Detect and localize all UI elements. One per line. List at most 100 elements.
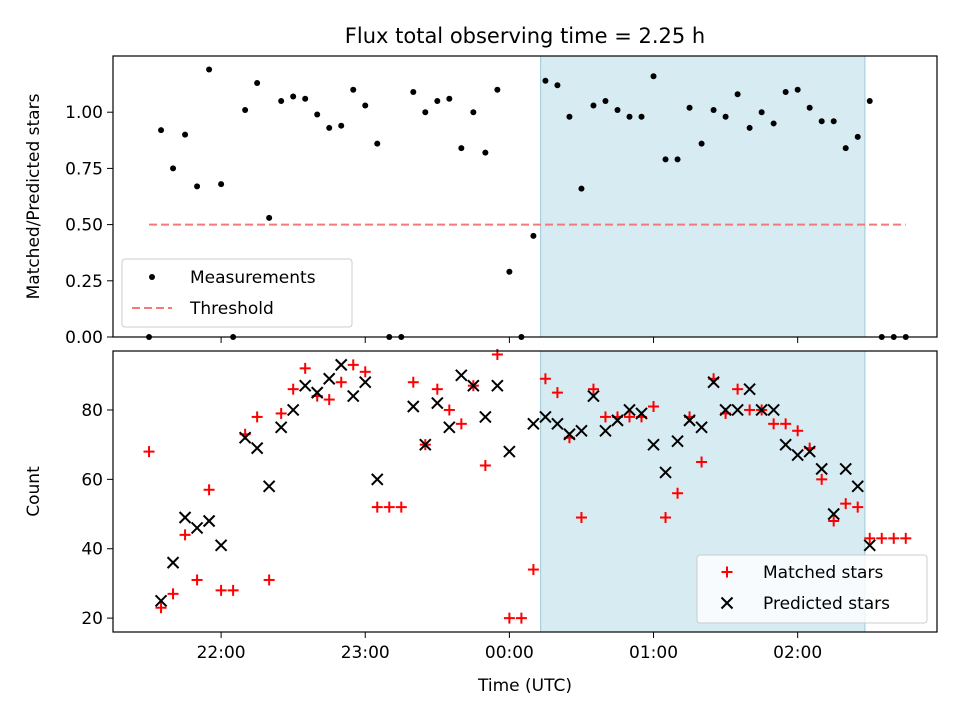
- predicted-star-point: [238, 431, 252, 444]
- matched-star-point: [479, 459, 491, 471]
- matched-star-point: [407, 376, 419, 388]
- matched-star-point: [888, 532, 900, 544]
- measurement-point: [374, 140, 381, 147]
- predicted-star-point: [563, 428, 576, 441]
- x-axis-label: Time (UTC): [477, 676, 572, 696]
- measurement-point: [158, 127, 165, 134]
- series-layer: [146, 66, 909, 340]
- predicted-star-point: [611, 414, 624, 427]
- measurement-point: [566, 113, 573, 120]
- matched-star-point: [503, 612, 515, 624]
- measurement-point: [446, 95, 453, 102]
- matched-star-point: [575, 512, 587, 524]
- measurement-point: [338, 122, 345, 129]
- predicted-star-point: [803, 445, 816, 458]
- predicted-star-point: [190, 521, 204, 535]
- matched-star-point: [179, 529, 191, 541]
- matched-star-point: [900, 532, 912, 544]
- predicted-star-point: [178, 511, 192, 524]
- predicted-star-point: [743, 382, 756, 396]
- matched-star-point: [227, 584, 239, 596]
- matched-star-point: [696, 456, 708, 468]
- axes-frame: [112, 55, 938, 338]
- predicted-star-point: [719, 403, 732, 417]
- measurement-point: [602, 97, 609, 104]
- measurement-point: [758, 109, 765, 116]
- matched-star-point: [143, 446, 155, 458]
- y-tick-label: 1.00: [65, 103, 103, 123]
- measurement-point: [482, 149, 489, 156]
- predicted-star-point: [647, 438, 660, 451]
- matched-star-point: [864, 532, 876, 544]
- measurement-point: [842, 145, 849, 152]
- measurement-point: [362, 102, 369, 109]
- predicted-star-point: [815, 462, 828, 476]
- y-tick-label: 20: [81, 609, 103, 629]
- measurement-point: [554, 82, 561, 89]
- measurement-point: [410, 88, 417, 95]
- matched-star-point: [672, 487, 684, 499]
- series-layer: [143, 348, 912, 624]
- matched-star-point: [587, 383, 599, 395]
- matched-star-point: [792, 425, 804, 437]
- predicted-star-point: [575, 424, 588, 437]
- matched-star-point: [383, 501, 395, 513]
- predicted-star-point: [371, 473, 384, 486]
- y-tick-label: 0.50: [65, 216, 103, 236]
- axes-frame: [112, 350, 938, 633]
- matched-star-point: [780, 418, 792, 430]
- predicted-star-point: [286, 403, 300, 417]
- measurement-point: [326, 124, 333, 131]
- matched-star-point: [828, 515, 840, 527]
- predicted-star-point: [791, 448, 804, 462]
- measurement-point: [854, 133, 861, 140]
- matched-star-point: [539, 373, 551, 385]
- legend-label: Predicted stars: [763, 594, 890, 614]
- predicted-star-point: [671, 434, 684, 448]
- measurement-point: [242, 106, 249, 113]
- x-tick-label: 00:00: [485, 643, 534, 663]
- matched-star-point: [263, 574, 275, 586]
- legend-label: Matched stars: [763, 563, 883, 583]
- legend-label: Measurements: [190, 268, 316, 288]
- predicted-star-point: [779, 438, 792, 451]
- measurement-point: [530, 232, 537, 239]
- measurement-point: [578, 185, 585, 192]
- y-tick-label: 60: [81, 470, 103, 490]
- predicted-star-point: [755, 403, 768, 417]
- predicted-star-point: [635, 407, 648, 420]
- measurement-point: [770, 120, 777, 127]
- predicted-star-point: [347, 389, 360, 403]
- predicted-star-point: [587, 389, 600, 403]
- measurement-point: [194, 183, 201, 190]
- matched-star-point: [155, 602, 167, 614]
- measurement-point: [470, 109, 477, 116]
- measurement-point: [506, 268, 513, 275]
- measurement-point: [686, 104, 693, 111]
- x-tick-label: 02:00: [773, 643, 822, 663]
- measurement-point: [290, 93, 297, 100]
- predicted-star-point: [467, 379, 480, 392]
- matched-star-point: [732, 383, 744, 395]
- measurement-point: [206, 66, 213, 73]
- measurement-point: [302, 95, 309, 102]
- predicted-star-point: [851, 480, 864, 493]
- matched-star-point: [287, 383, 299, 395]
- matched-star-point: [275, 407, 287, 419]
- observing-interval-band: [540, 56, 865, 337]
- predicted-star-point: [443, 421, 456, 434]
- predicted-star-point: [767, 403, 780, 417]
- measurement-point: [746, 124, 753, 131]
- matched-star-point: [816, 473, 828, 485]
- x-tick-label: 22:00: [197, 643, 246, 663]
- legend-marker-predicted: [720, 596, 734, 610]
- matched-star-point: [191, 574, 203, 586]
- y-axis-label: Count: [24, 466, 44, 517]
- predicted-star-point: [335, 358, 348, 372]
- predicted-star-point: [599, 424, 612, 437]
- measurement-point: [734, 91, 741, 98]
- matched-star-point: [215, 584, 227, 596]
- predicted-star-point: [551, 417, 564, 431]
- matched-star-point: [768, 418, 780, 430]
